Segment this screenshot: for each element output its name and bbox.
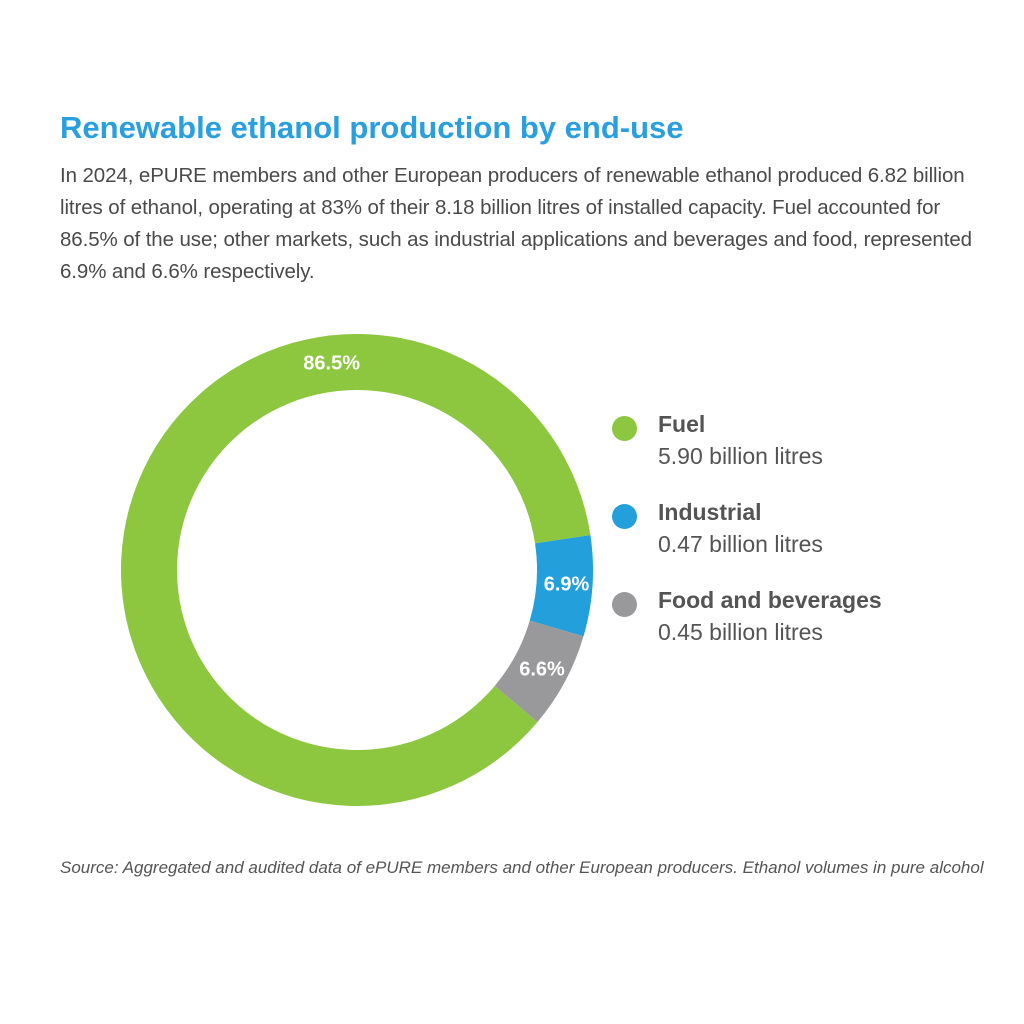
source-note: Source: Aggregated and audited data of e… (60, 858, 984, 877)
chart-title: Renewable ethanol production by end-use (60, 110, 684, 145)
legend-value-industrial: 0.47 billion litres (658, 531, 823, 557)
donut-slice-industrial (529, 535, 593, 637)
legend-item-fuel: Fuel 5.90 billion litres (612, 408, 1012, 496)
legend-label-food-and-beverages: Food and beverages (658, 587, 882, 613)
legend-swatch-food-and-beverages (612, 592, 637, 617)
legend-label-fuel: Fuel (658, 411, 706, 437)
legend-item-food-and-beverages: Food and beverages 0.45 billion litres (612, 584, 1012, 672)
legend-label-industrial: Industrial (658, 499, 762, 525)
slice-label-food-and-beverages: 6.6% (519, 658, 565, 680)
chart-description: In 2024, ePURE members and other Europea… (60, 164, 972, 283)
chart-legend: Fuel 5.90 billion litres Industrial 0.47 bi… (612, 408, 1012, 672)
legend-swatch-fuel (612, 416, 637, 441)
donut-slice-fuel (121, 334, 591, 807)
legend-value-food-and-beverages: 0.45 billion litres (658, 619, 823, 645)
slice-label-industrial: 6.9% (544, 573, 590, 595)
slice-label-fuel: 86.5% (303, 353, 360, 375)
donut-slice-food-and-beverages (494, 620, 584, 723)
donut-chart: 86.5% 6.9% 6.6% (121, 334, 593, 807)
legend-swatch-industrial (612, 504, 637, 529)
legend-value-fuel: 5.90 billion litres (658, 443, 823, 469)
legend-item-industrial: Industrial 0.47 billion litres (612, 496, 1012, 584)
